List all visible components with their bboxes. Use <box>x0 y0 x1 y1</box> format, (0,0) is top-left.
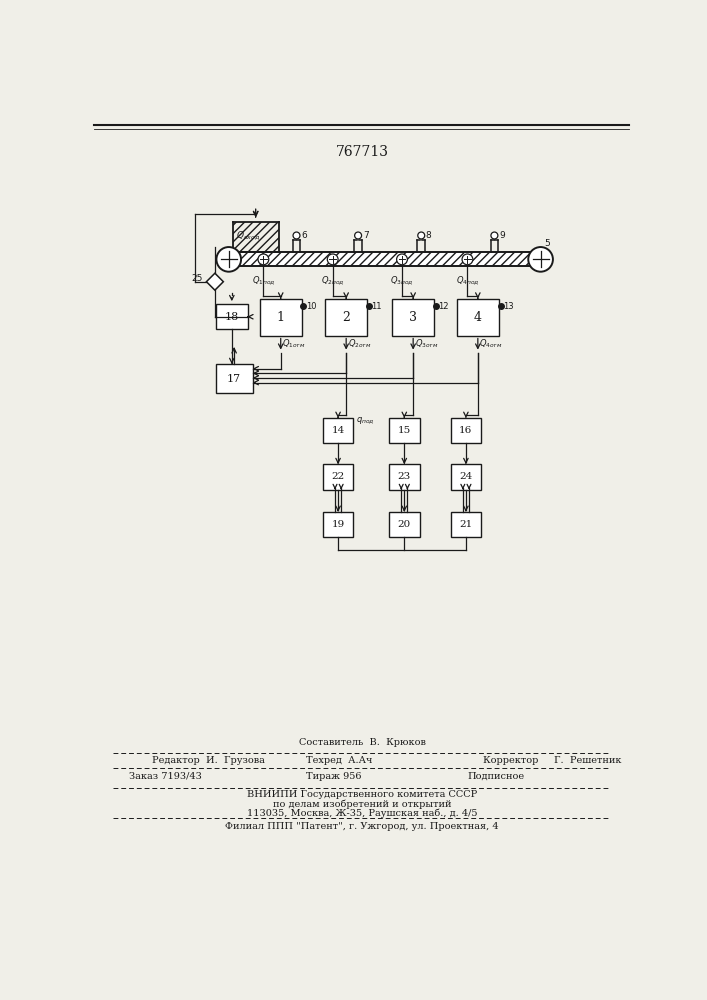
Text: $Q_{вход}$: $Q_{вход}$ <box>236 229 261 242</box>
Circle shape <box>528 247 553 272</box>
Text: 3: 3 <box>409 311 417 324</box>
Text: Редактор  И.  Грузова: Редактор И. Грузова <box>152 756 264 765</box>
Text: 8: 8 <box>426 231 431 240</box>
Text: 9: 9 <box>499 231 505 240</box>
Text: $Q_{1отм}$: $Q_{1отм}$ <box>282 337 306 350</box>
Circle shape <box>418 232 425 239</box>
Bar <box>450 418 481 443</box>
Text: Тираж 956: Тираж 956 <box>305 772 361 781</box>
Text: 4: 4 <box>474 311 482 324</box>
Text: 2: 2 <box>342 311 350 324</box>
Circle shape <box>491 232 498 239</box>
Text: 21: 21 <box>460 520 472 529</box>
Text: Подписное: Подписное <box>467 772 525 781</box>
Circle shape <box>397 254 407 265</box>
Text: по делам изобретений и открытий: по делам изобретений и открытий <box>273 799 451 809</box>
Bar <box>322 418 354 443</box>
Text: Составитель  В.  Крюков: Составитель В. Крюков <box>298 738 426 747</box>
Text: 16: 16 <box>460 426 472 435</box>
Bar <box>216 304 248 329</box>
Circle shape <box>258 254 269 265</box>
Text: 23: 23 <box>397 472 411 481</box>
Bar <box>322 512 354 537</box>
Text: $Q_{4отм}$: $Q_{4отм}$ <box>479 337 503 350</box>
Text: 11: 11 <box>371 302 382 311</box>
Bar <box>389 464 420 490</box>
Text: 1: 1 <box>276 311 285 324</box>
Circle shape <box>462 254 473 265</box>
Text: $Q_{3отм}$: $Q_{3отм}$ <box>415 337 438 350</box>
Text: Филиал ППП "Патент", г. Ужгород, ул. Проектная, 4: Филиал ППП "Патент", г. Ужгород, ул. Про… <box>225 822 498 831</box>
Text: 10: 10 <box>305 302 316 311</box>
Polygon shape <box>206 273 223 290</box>
Text: $Q_{2отм}$: $Q_{2отм}$ <box>348 337 371 350</box>
Text: 113035, Москва, Ж-35, Раушская наб., д. 4/5: 113035, Москва, Ж-35, Раушская наб., д. … <box>247 808 477 818</box>
Text: $q_{под}$: $q_{под}$ <box>356 416 374 426</box>
Circle shape <box>355 232 361 239</box>
Text: $Q_{1под}$: $Q_{1под}$ <box>252 275 275 287</box>
Text: ВНИИПИ Государственного комитета СССР: ВНИИПИ Государственного комитета СССР <box>247 790 477 799</box>
Text: 5: 5 <box>544 239 550 248</box>
Circle shape <box>216 247 241 272</box>
Text: Техред  А.Ач: Техред А.Ач <box>305 756 372 765</box>
Text: 24: 24 <box>460 472 472 481</box>
Text: 13: 13 <box>503 302 513 311</box>
Text: 17: 17 <box>227 374 241 384</box>
Text: Заказ 7193/43: Заказ 7193/43 <box>129 772 201 781</box>
Circle shape <box>327 254 338 265</box>
Text: 7: 7 <box>363 231 368 240</box>
Bar <box>233 252 537 266</box>
Text: 25: 25 <box>191 274 203 283</box>
Text: 15: 15 <box>397 426 411 435</box>
Bar <box>216 364 252 393</box>
Bar <box>325 299 368 336</box>
Text: 22: 22 <box>332 472 345 481</box>
Bar <box>450 512 481 537</box>
Text: $Q_{2под}$: $Q_{2под}$ <box>321 275 344 287</box>
Text: Корректор     Г.  Решетник: Корректор Г. Решетник <box>483 756 621 765</box>
Bar <box>389 418 420 443</box>
Bar <box>389 512 420 537</box>
Text: 767713: 767713 <box>335 145 388 159</box>
Text: 6: 6 <box>301 231 307 240</box>
Text: 18: 18 <box>225 312 239 322</box>
Bar <box>259 299 302 336</box>
Text: 12: 12 <box>438 302 449 311</box>
Text: 19: 19 <box>332 520 345 529</box>
Bar <box>322 464 354 490</box>
Text: 20: 20 <box>397 520 411 529</box>
Circle shape <box>293 232 300 239</box>
Bar <box>450 464 481 490</box>
Bar <box>457 299 499 336</box>
Text: $Q_{4под}$: $Q_{4под}$ <box>456 275 479 287</box>
Bar <box>392 299 434 336</box>
Text: 14: 14 <box>332 426 345 435</box>
Text: $Q_{3под}$: $Q_{3под}$ <box>390 275 414 287</box>
